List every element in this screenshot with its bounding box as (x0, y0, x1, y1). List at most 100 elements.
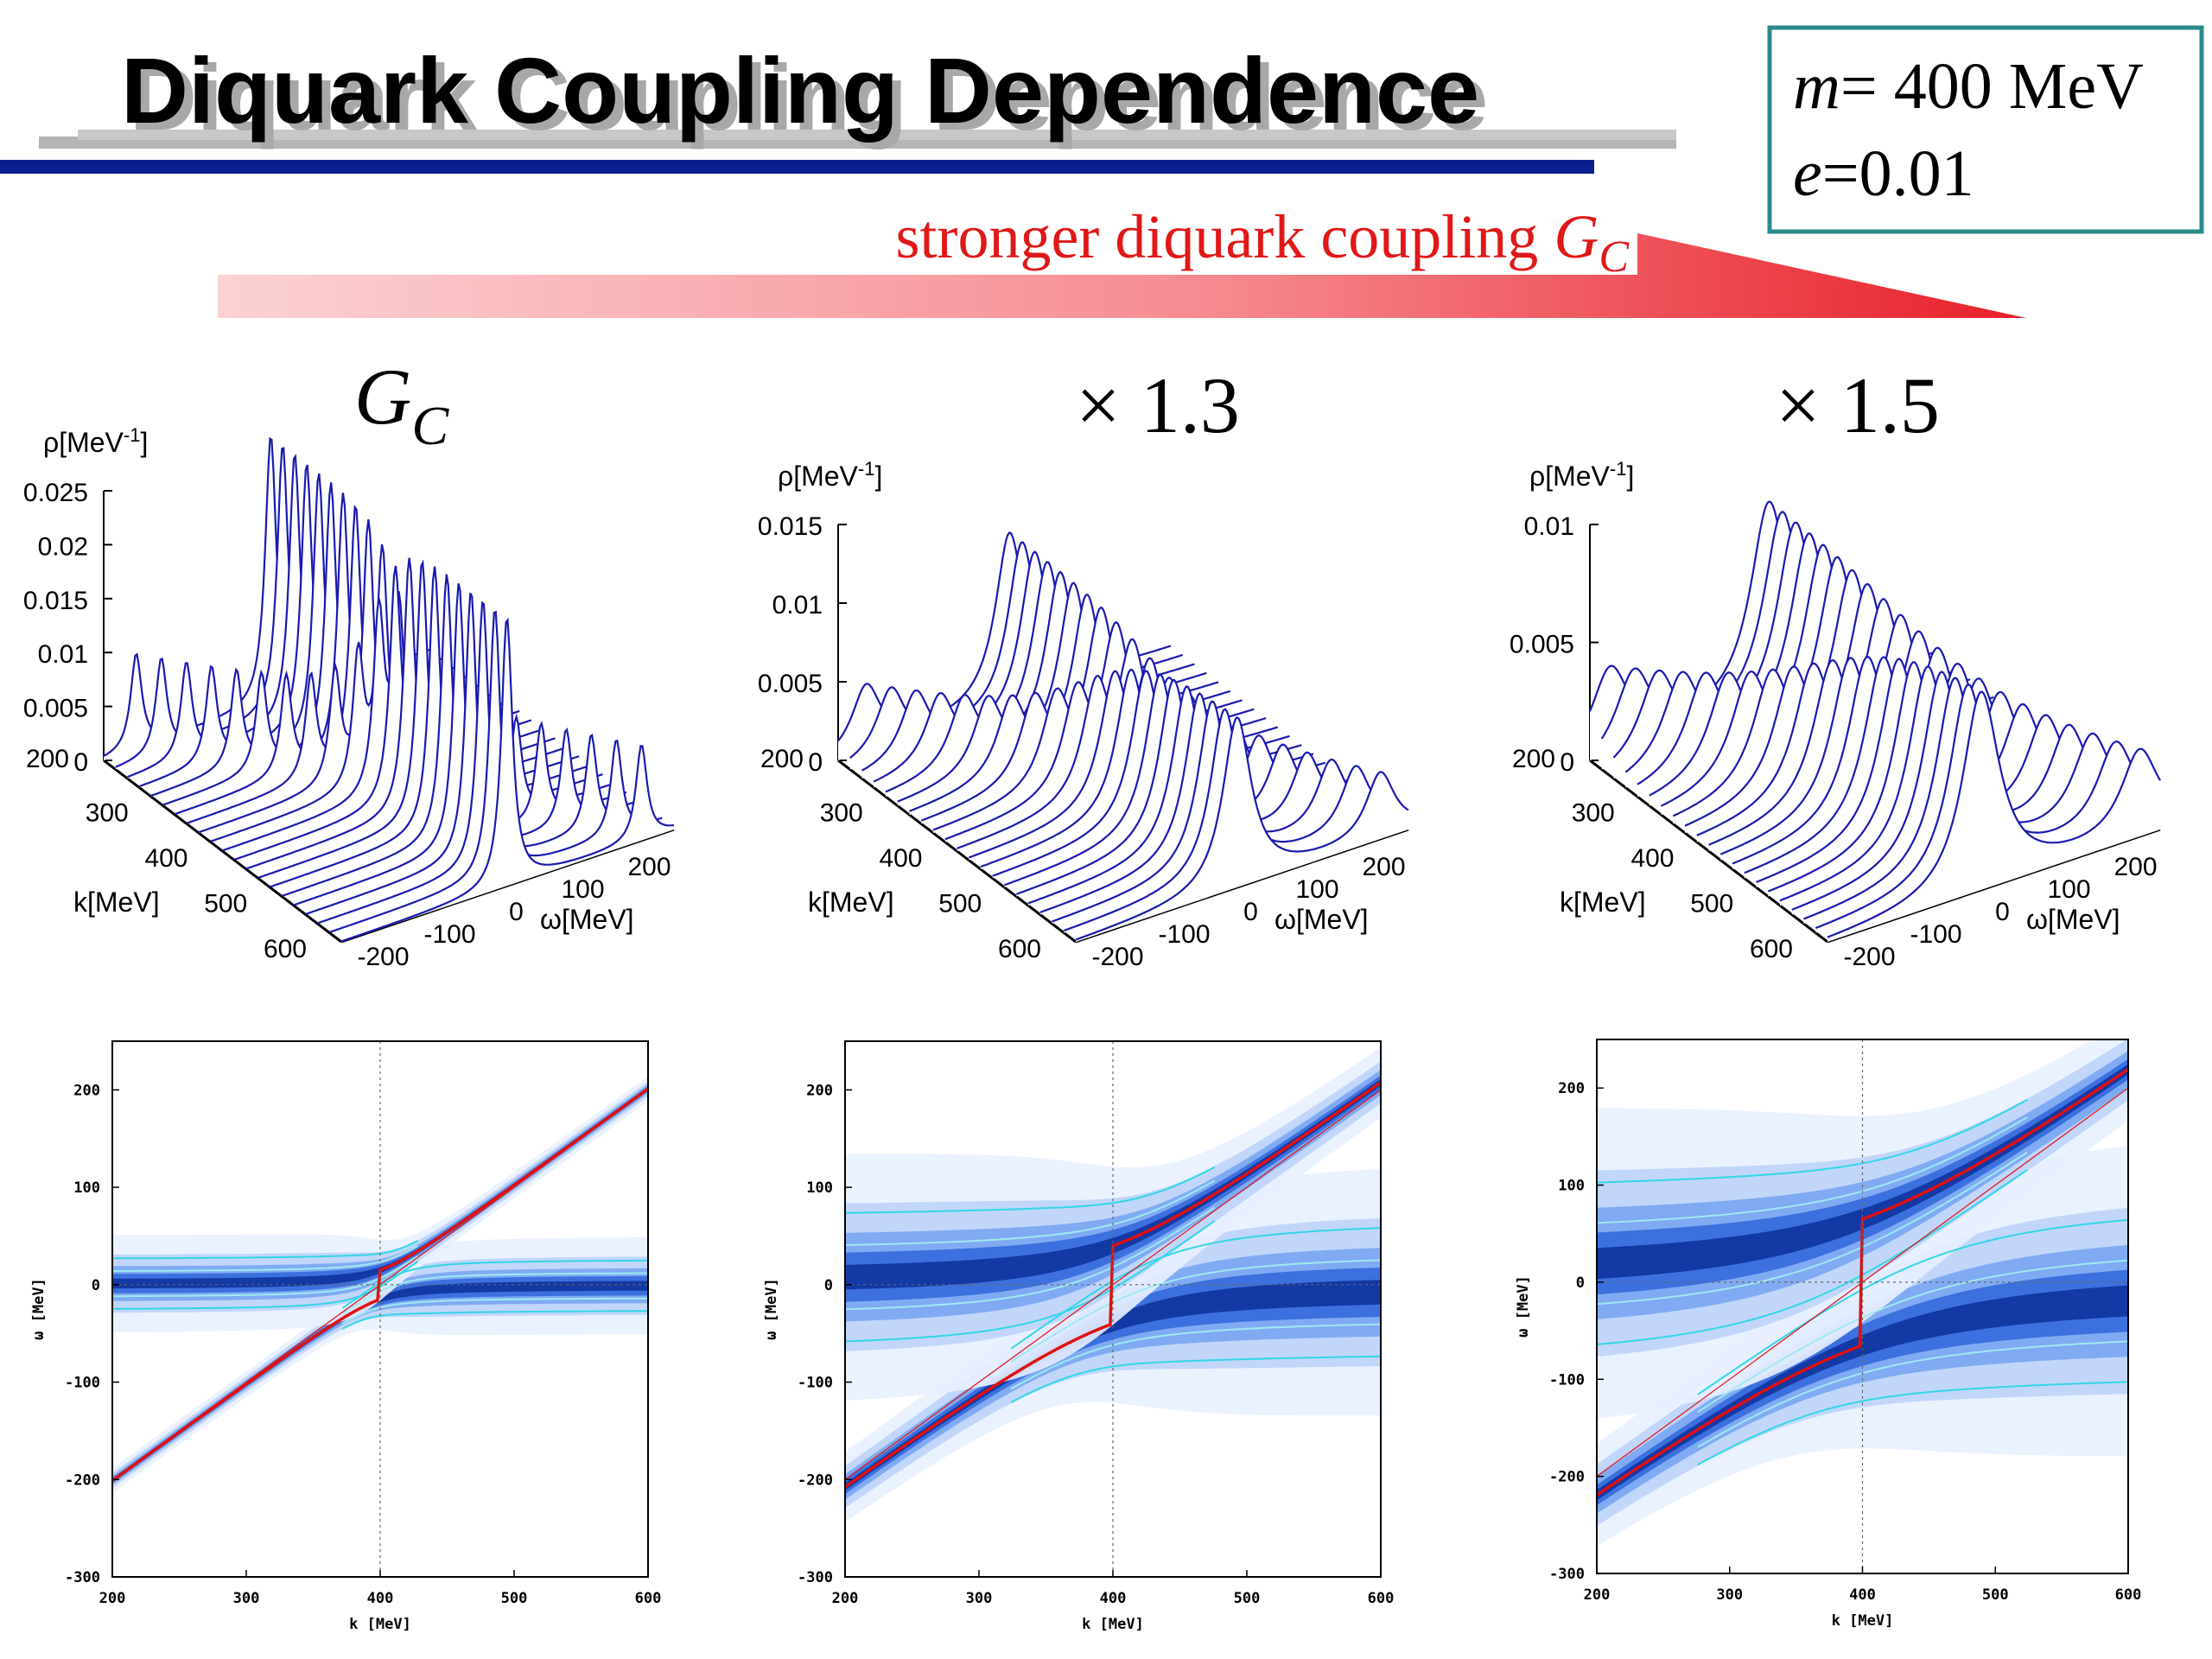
surface-plot-base: 0 0.005 0.01 0.015 0.02 0.025 ρ[MeV-1] 200 300 40… (23, 424, 675, 971)
spectral-curve (1075, 715, 1409, 941)
x-tick-label: 600 (1368, 1590, 1395, 1607)
z-tick-label: 0.01 (38, 640, 88, 669)
x-tick-label: 200 (832, 1590, 859, 1607)
k-tick-label: 500 (1690, 890, 1733, 918)
y-tick-label: -300 (65, 1569, 100, 1586)
spectral-curve (1063, 708, 1397, 932)
spectral-curve-mask (104, 438, 436, 760)
x-tick-label: 200 (1584, 1586, 1611, 1604)
x-tick-label: 600 (635, 1590, 662, 1607)
spectral-curve (1052, 700, 1385, 923)
surface-plot-1-5: 0 0.005 0.01 ρ[MeV-1] 200 300 400 500 600 -200 -10… (1510, 458, 2161, 971)
contour-line (1697, 1218, 2128, 1395)
z-tick-label: 0 (73, 748, 88, 777)
contour-line (1697, 1340, 2128, 1448)
z-axis-label: ρ[MeV-1] (1529, 458, 1634, 492)
k-tick-label: 200 (1512, 745, 1555, 773)
contour-line (112, 1240, 418, 1260)
z-tick-label: 0.015 (758, 512, 823, 541)
spectral-curve-mask (246, 557, 579, 869)
k-axis-label: k[MeV] (73, 887, 160, 918)
spectral-curve-mask (151, 474, 484, 797)
x-axis-label: k [MeV] (1832, 1612, 1894, 1630)
spectral-curve-mask (329, 612, 663, 933)
contour-line (112, 1245, 418, 1272)
z-tick-label: 0.005 (758, 670, 823, 698)
density-plot-1-3: 200 300 400 500 600 -300 -200 -100 0 100 200 k [MeV… (763, 1040, 1395, 1633)
z-tick-label: 0.005 (1510, 631, 1574, 659)
heading-coupling-1-3: × 1.3 (1076, 361, 1240, 449)
contour-line (1597, 1116, 2028, 1224)
w-tick-label: 200 (2113, 853, 2157, 881)
spectral-curve-mask (187, 507, 520, 824)
spectral-curve-mask (115, 448, 448, 770)
contour-line (1697, 1259, 2128, 1414)
z-tick-label: 0.005 (23, 695, 88, 723)
peak-curve (845, 1081, 1381, 1489)
y-axis-label: ω [MeV] (30, 1278, 48, 1340)
title-underline-bar (0, 160, 1594, 174)
peak-curve (1597, 1068, 2128, 1497)
density-plot-1-5: 200 300 400 500 600 -300 -200 -100 0 100 200 k [MeV… (1515, 1039, 2141, 1630)
x-axis-label: k [MeV] (349, 1616, 411, 1633)
w-axis-label: ω[MeV] (1274, 904, 1369, 935)
w-tick-label: 100 (1295, 875, 1338, 904)
w-axis-label: ω[MeV] (2026, 904, 2120, 935)
contour-line (845, 1166, 1216, 1214)
density-band (1597, 1064, 2128, 1280)
density-plot-base: 200 300 400 500 600 -300 -200 -100 0 100 200 k [MeV… (30, 1040, 662, 1633)
z-tick-label: 0.01 (772, 591, 823, 620)
spectral-curve (328, 610, 663, 933)
k-tick-label: 300 (1572, 799, 1615, 828)
x-tick-label: 300 (1716, 1586, 1743, 1604)
parameter-box-frame (1767, 25, 2204, 234)
spectral-curve (317, 601, 651, 925)
density-band (1597, 1058, 2128, 1295)
x-tick-label: 500 (501, 1590, 528, 1607)
spectral-curve (340, 617, 675, 943)
k-tick-label: 300 (820, 799, 863, 828)
w-tick-label: 200 (1362, 853, 1405, 881)
contour-line (1597, 1098, 2028, 1184)
spectral-curve-mask (257, 563, 591, 879)
k-tick-label: 500 (204, 890, 247, 918)
gradient-arrow (218, 233, 2026, 318)
x-tick-label: 400 (1100, 1590, 1127, 1607)
w-tick-label: 200 (627, 853, 671, 881)
y-tick-label: -200 (1549, 1469, 1585, 1486)
contour-line (1010, 1323, 1381, 1390)
k-tick-label: 600 (264, 935, 307, 963)
w-tick-label: -200 (357, 943, 409, 971)
w-tick-label: 0 (1243, 898, 1258, 926)
k-tick-label: 600 (998, 935, 1041, 963)
k-tick-label: 200 (760, 745, 804, 773)
page-title: Diquark Coupling Dependence (121, 38, 1479, 143)
w-tick-label: -200 (1843, 943, 1895, 971)
contour-line (1010, 1227, 1381, 1350)
w-tick-label: 0 (1995, 898, 2010, 926)
k-tick-label: 200 (26, 745, 69, 773)
x-tick-label: 500 (1234, 1590, 1261, 1607)
spectral-curve-mask (162, 482, 496, 806)
surface-plot-1-3: 0 0.005 0.01 0.015 ρ[MeV-1] 200 300 400 500 600 -2… (758, 458, 1409, 971)
spectral-curve-mask (1613, 522, 1947, 779)
contour-line (342, 1259, 648, 1309)
title-decoration (0, 130, 1676, 174)
heading-base-coupling: GC (354, 353, 449, 456)
y-tick-label: -100 (65, 1375, 100, 1392)
contour-line (342, 1310, 648, 1330)
spectral-curve-mask (1076, 717, 1408, 942)
contour-line (845, 1179, 1216, 1246)
y-tick-label: -300 (1549, 1566, 1585, 1583)
page-title-shadow: Diquark Coupling Dependence (130, 45, 1488, 149)
x-tick-label: 300 (966, 1590, 993, 1607)
x-tick-label: 300 (233, 1590, 260, 1607)
arrow-caption: stronger diquark coupling GC (895, 202, 1630, 282)
x-tick-label: 400 (1849, 1586, 1876, 1604)
x-tick-label: 500 (1982, 1586, 2009, 1604)
w-tick-label: -200 (1091, 943, 1143, 971)
contour-line (845, 1220, 1216, 1343)
coupling-arrow: stronger diquark coupling GC (218, 202, 2026, 318)
parameter-box: m= 400 MeV e=0.01 (1767, 25, 2204, 234)
density-band (112, 1256, 648, 1489)
